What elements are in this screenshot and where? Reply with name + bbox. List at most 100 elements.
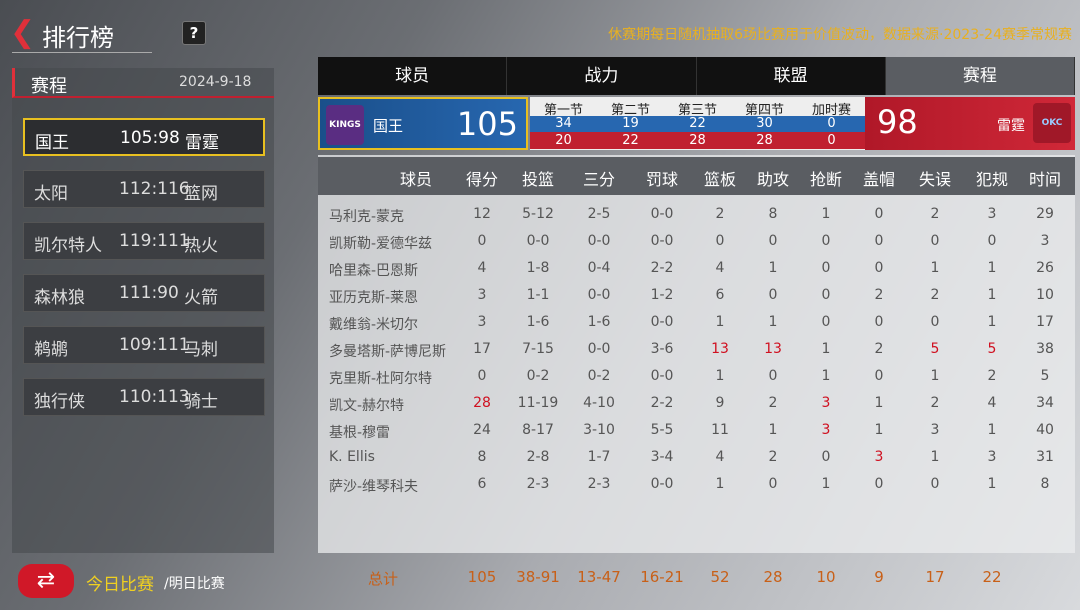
table-header: 球员 得分 投篮 三分 罚球 篮板 助攻 抢断 盖帽 失误 犯规 时间 [318,157,1075,195]
home-score: 105 [456,105,518,143]
table-row[interactable]: 戴维翁-米切尔 3 1-6 1-6 0-0 1 1 0 0 0 1 17 [318,309,1075,336]
column-header[interactable]: 投篮 [521,170,554,189]
table-row[interactable]: 亚历克斯-莱恩 3 1-1 0-0 1-2 6 0 0 2 2 1 10 [318,282,1075,309]
page-title: 排行榜 [42,24,114,52]
player-name[interactable]: 凯斯勒-爱德华兹 [329,236,433,252]
kings-logo: KINGS [326,105,364,145]
column-header[interactable]: 罚球 [645,170,678,189]
stat-cell: 5 [930,341,940,357]
stat-cell: 0-0 [587,233,611,249]
stat-cell: 1-6 [587,314,611,330]
table-row[interactable]: K. Ellis 8 2-8 1-7 3-4 4 2 0 3 1 3 31 [318,444,1075,471]
match-home: 独行侠 [34,392,85,412]
match-away: 火箭 [184,288,218,308]
tab-0[interactable]: 球员 [318,57,508,95]
player-name[interactable]: 戴维翁-米切尔 [329,317,419,333]
stat-cell: 2 [987,368,997,384]
stat-cell: 2-2 [650,260,674,276]
stat-cell: 0-4 [587,260,611,276]
stat-cell: 3 [477,287,487,303]
column-header[interactable]: 三分 [582,170,615,189]
stat-cell: 3 [874,449,884,465]
match-item[interactable]: 凯尔特人 119:111 热火 [23,222,265,260]
column-header[interactable]: 失误 [918,170,951,189]
stat-cell: 5 [1040,368,1050,384]
table-row[interactable]: 基根-穆雷 24 8-17 3-10 5-5 11 1 3 1 3 1 40 [318,417,1075,444]
table-row[interactable]: 凯斯勒-爱德华兹 0 0-0 0-0 0-0 0 0 0 0 0 0 3 [318,228,1075,255]
stat-cell: 2-5 [587,206,611,222]
swap-icon[interactable]: ⇄ [18,564,74,598]
stat-cell: 8 [768,206,778,222]
tab-1[interactable]: 战力 [507,57,697,95]
stat-cell: 7-15 [522,341,554,357]
table-row[interactable]: 哈里森-巴恩斯 4 1-8 0-4 2-2 4 1 0 0 1 1 26 [318,255,1075,282]
match-item[interactable]: 国王 105:98 雷霆 [23,118,265,156]
stat-cell: 4 [477,260,487,276]
tab-2[interactable]: 联盟 [696,57,886,95]
table-row[interactable]: 凯文-赫尔特 28 11-19 4-10 2-2 9 2 3 1 2 4 34 [318,390,1075,417]
player-name[interactable]: 多曼塔斯-萨博尼斯 [329,344,447,360]
column-header[interactable]: 时间 [1028,170,1061,189]
stat-cell: 34 [1036,395,1054,411]
table-row[interactable]: 萨沙-维琴科夫 6 2-3 2-3 0-0 1 0 1 0 0 1 8 [318,471,1075,498]
stat-cell: 40 [1036,422,1054,438]
table-row[interactable]: 马利克-蒙克 12 5-12 2-5 0-0 2 8 1 0 2 3 29 [318,201,1075,228]
stat-cell: 12 [473,206,491,222]
stat-cell: 3-4 [650,449,674,465]
match-item[interactable]: 鹈鹕 109:111 马刺 [23,326,265,364]
stat-cell: 1 [821,206,831,222]
match-away: 骑士 [184,392,218,412]
away-quarter-score: 22 [622,133,639,148]
player-name[interactable]: 哈里森-巴恩斯 [329,263,419,279]
home-quarter-score: 22 [689,116,706,131]
stat-cell: 6 [715,287,725,303]
stat-cell: 0-0 [526,233,550,249]
stat-cell: 1 [930,260,940,276]
column-header[interactable]: 犯规 [975,170,1008,189]
table-row[interactable]: 多曼塔斯-萨博尼斯 17 7-15 0-0 3-6 13 13 1 2 5 5 38 [318,336,1075,363]
column-header[interactable]: 篮板 [703,170,736,189]
column-header[interactable]: 抢断 [809,170,842,189]
stat-cell: 0-2 [587,368,611,384]
tomorrow-games-link[interactable]: /明日比赛 [164,576,225,592]
player-name[interactable]: 基根-穆雷 [329,425,391,441]
quarter-label: 第四节 [744,103,784,118]
match-away: 雷霆 [185,133,219,153]
stat-cell: 0 [768,233,778,249]
stat-cell: 1 [821,476,831,492]
home-quarter-score: 0 [827,116,836,131]
stat-cell: 2 [768,449,778,465]
player-name[interactable]: K. Ellis [329,449,375,465]
table-row[interactable]: 克里斯-杜阿尔特 0 0-2 0-2 0-0 1 0 1 0 1 2 5 [318,363,1075,390]
stat-cell: 2 [768,395,778,411]
stat-cell: 0 [477,368,487,384]
stat-cell: 8-17 [522,422,554,438]
stat-cell: 1 [930,368,940,384]
stat-cell: 2 [930,395,940,411]
stat-cell: 0 [768,368,778,384]
stat-cell: 11-19 [517,395,559,411]
stat-cell: 13 [711,341,729,357]
player-name[interactable]: 克里斯-杜阿尔特 [329,371,433,387]
player-name[interactable]: 亚历克斯-莱恩 [329,290,419,306]
stat-cell: 4-10 [583,395,615,411]
quarter-label: 第三节 [677,103,717,118]
stat-cell: 1-7 [587,449,611,465]
match-item[interactable]: 独行侠 110:113 骑士 [23,378,265,416]
today-games-link[interactable]: 今日比赛 [86,575,154,595]
player-name[interactable]: 凯文-赫尔特 [329,398,405,414]
home-quarter-score: 19 [622,116,639,131]
back-chevron-icon[interactable]: ❮ [10,15,36,50]
player-name[interactable]: 马利克-蒙克 [329,209,405,225]
stat-cell: 1 [874,395,884,411]
column-header[interactable]: 得分 [465,170,498,189]
match-item[interactable]: 森林狼 111:90 火箭 [23,274,265,312]
player-name[interactable]: 萨沙-维琴科夫 [329,479,419,495]
column-header[interactable]: 球员 [399,170,432,189]
column-header[interactable]: 盖帽 [862,170,895,189]
stat-cell: 11 [711,422,729,438]
column-header[interactable]: 助攻 [756,170,789,189]
help-button[interactable]: ? [182,21,206,45]
tab-3[interactable]: 赛程 [885,57,1075,95]
match-item[interactable]: 太阳 112:116 篮网 [23,170,265,208]
